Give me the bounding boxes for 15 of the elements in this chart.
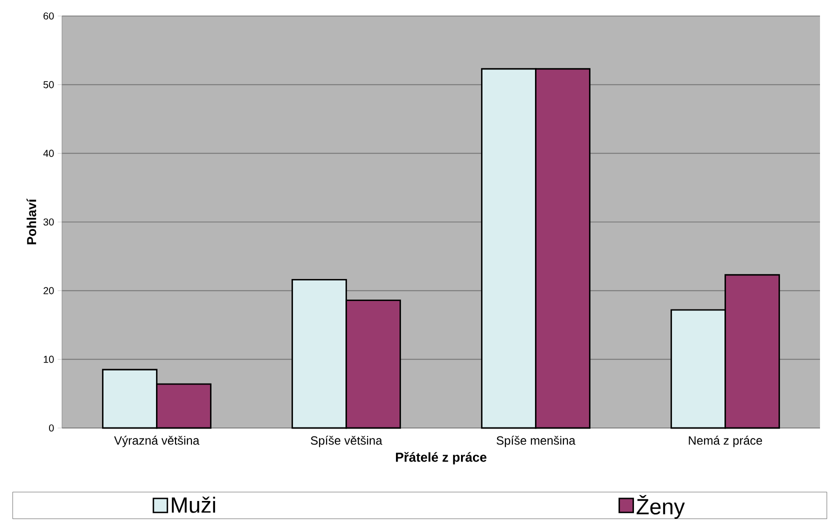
y-tick-label: 10 (44, 356, 54, 363)
x-tick-label: Nemá z práce (688, 436, 762, 448)
x-tick-label: Výrazná většina (114, 436, 200, 448)
x-tick-label: Spíše většina (310, 436, 382, 448)
y-tick-label: 20 (44, 287, 54, 294)
x-tick-label: Spíše menšina (496, 436, 576, 448)
y-axis-title: Pohlaví (26, 198, 36, 244)
y-tick-label: 30 (43, 218, 54, 226)
legend-label: Muži (172, 496, 216, 513)
legend-label: Ženy (636, 495, 685, 519)
y-tick-label: 60 (44, 12, 54, 20)
y-tick-label: 40 (43, 150, 54, 157)
y-tick-label: 50 (43, 81, 54, 88)
y-tick-label: 0 (49, 424, 54, 432)
x-axis-title: Přátelé z práce (396, 452, 486, 464)
